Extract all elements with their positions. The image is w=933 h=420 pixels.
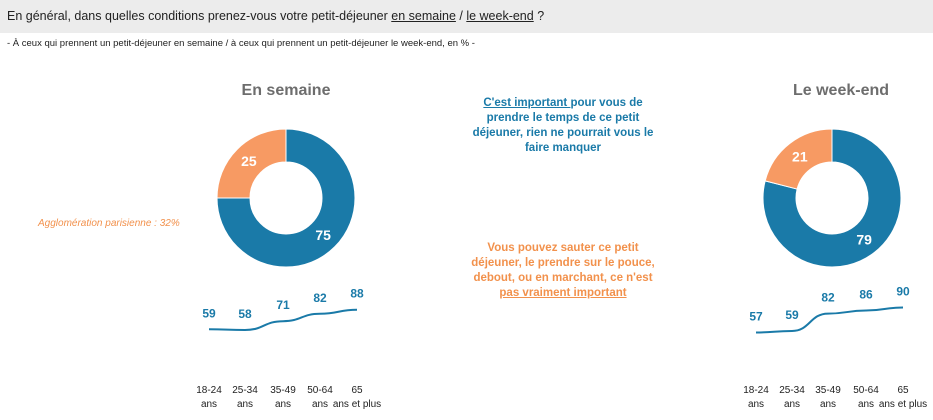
weekend-age-value-label: 59 [785, 308, 799, 322]
weekday-panel-title: En semaine [241, 82, 331, 99]
weekday-donut-slice-label-important: 75 [315, 227, 331, 243]
question-header: En général, dans quelles conditions pren… [0, 0, 933, 33]
weekend-age-age-tick-label: 25-34 [779, 385, 805, 396]
question-text: En général, dans quelles conditions pren… [7, 9, 392, 23]
weekend-age-age-tick-label-line2: ans [748, 399, 764, 410]
weekend-age-age-tick-label: 18-24 [743, 385, 769, 396]
weekend-age-trend-line [755, 306, 904, 334]
weekend-donut-slice-not-important [764, 128, 833, 190]
legend-important: C'est important pour vous de prendre le … [468, 96, 658, 156]
weekday-age-age-tick-label-line2: ans [275, 399, 291, 410]
legend-not-important: Vous pouvez sauter ce petit déjeuner, le… [468, 241, 658, 301]
weekday-age-value-label: 71 [276, 298, 290, 312]
weekday-age-age-tick-label-line2: ans [201, 399, 217, 410]
weekday-donut-slice-important [216, 128, 356, 268]
question-weekend-link: le week-end [466, 9, 534, 23]
weekend-panel-title: Le week-end [792, 82, 890, 99]
weekend-age-value-label: 57 [749, 309, 763, 323]
legend-not-important-text: Vous pouvez sauter ce petit déjeuner, le… [471, 242, 655, 284]
question-suffix: ? [533, 9, 545, 23]
weekday-age-age-tick-label-line2: ans et plus [333, 399, 381, 410]
weekend-age-age-tick-label-line2: ans [858, 399, 874, 410]
weekend-donut-slice-label-important: 79 [856, 231, 872, 247]
weekday-donut-slice-label-not-important: 25 [241, 153, 257, 169]
question-separator: / [455, 9, 467, 23]
weekend-age-age-tick-label: 65 [897, 385, 909, 396]
weekday-age-value-label: 88 [350, 287, 364, 301]
weekend-age-age-tick-label: 50-64 [853, 385, 879, 396]
weekend-age-age-tick-label-line2: ans et plus [879, 399, 927, 410]
weekend-age-age-tick-label: 35-49 [815, 385, 841, 396]
weekday-age-age-tick-label: 65 [351, 385, 363, 396]
weekday-age-age-tick-label: 35-49 [270, 385, 296, 396]
weekday-age-age-tick-label-line2: ans [312, 399, 328, 410]
weekday-age-value-label: 58 [238, 307, 252, 321]
weekday-age-trend-line [208, 308, 358, 331]
legend-not-important-underlined: pas vraiment important [499, 287, 627, 299]
weekend-donut-slice-label-not-important: 21 [792, 149, 808, 165]
chart-subtitle: - À ceux qui prennent un petit-déjeuner … [7, 38, 475, 49]
weekday-age-age-tick-label: 25-34 [232, 385, 258, 396]
weekend-age-value-label: 86 [859, 288, 873, 302]
weekend-age-age-tick-label-line2: ans [784, 399, 800, 410]
weekend-age-value-label: 82 [821, 291, 835, 305]
legend-important-underlined: C'est important [483, 97, 571, 109]
weekday-age-age-tick-label: 18-24 [196, 385, 222, 396]
question-weekday-link: en semaine [391, 9, 456, 23]
legend-important-text: pour vous de prendre le temps de ce peti… [472, 97, 654, 154]
paris-area-note: Agglomération parisienne : 32% [38, 218, 180, 229]
weekday-donut-slice-not-important [216, 128, 287, 199]
weekday-age-age-tick-label: 50-64 [307, 385, 333, 396]
weekday-age-value-label: 82 [313, 291, 327, 305]
weekend-age-age-tick-label-line2: ans [820, 399, 836, 410]
weekend-age-value-label: 90 [896, 285, 910, 299]
weekend-donut-slice-important [762, 128, 902, 268]
weekday-age-value-label: 59 [202, 306, 216, 320]
weekday-age-age-tick-label-line2: ans [237, 399, 253, 410]
